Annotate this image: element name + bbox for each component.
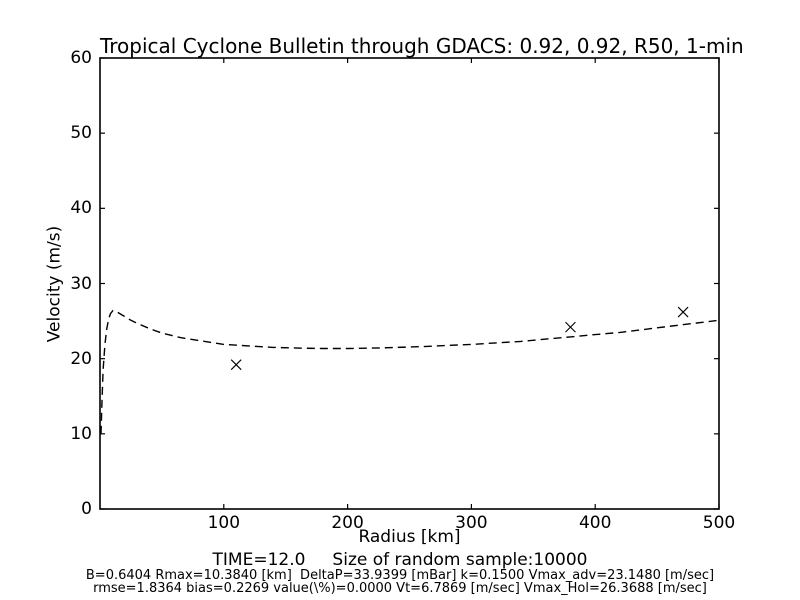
y-tick-label: 20 (70, 348, 92, 369)
sample-x-marker (677, 306, 689, 318)
y-tick-label: 50 (70, 123, 92, 144)
axes-frame (99, 57, 720, 510)
x-tick-label: 300 (455, 513, 488, 533)
footer-time-line: TIME=12.0 Size of random sample:10000 (212, 550, 588, 570)
holland-profile-curve (100, 309, 720, 434)
x-tick-label: 200 (331, 513, 364, 533)
sample-x-marker (230, 359, 242, 371)
x-tick-label: 100 (207, 513, 241, 533)
x-axis-label: Radius [km] (358, 527, 461, 547)
chart-title: Tropical Cyclone Bulletin through GDACS:… (100, 34, 744, 58)
footer-params-line: B=0.6404 Rmax=10.3840 [km] DeltaP=33.939… (85, 568, 715, 583)
y-tick-label: 40 (70, 198, 92, 219)
x-tick-label: 500 (702, 513, 736, 533)
y-tick-label: 0 (81, 499, 92, 519)
y-tick-label: 60 (70, 48, 92, 68)
y-tick-label: 30 (70, 273, 92, 294)
footer-stats-line: rmse=1.8364 bias=0.2269 value(\%)=0.0000… (93, 581, 707, 596)
x-tick-label: 400 (578, 513, 612, 533)
y-tick-label: 10 (70, 423, 92, 444)
sample-x-marker (565, 321, 576, 333)
